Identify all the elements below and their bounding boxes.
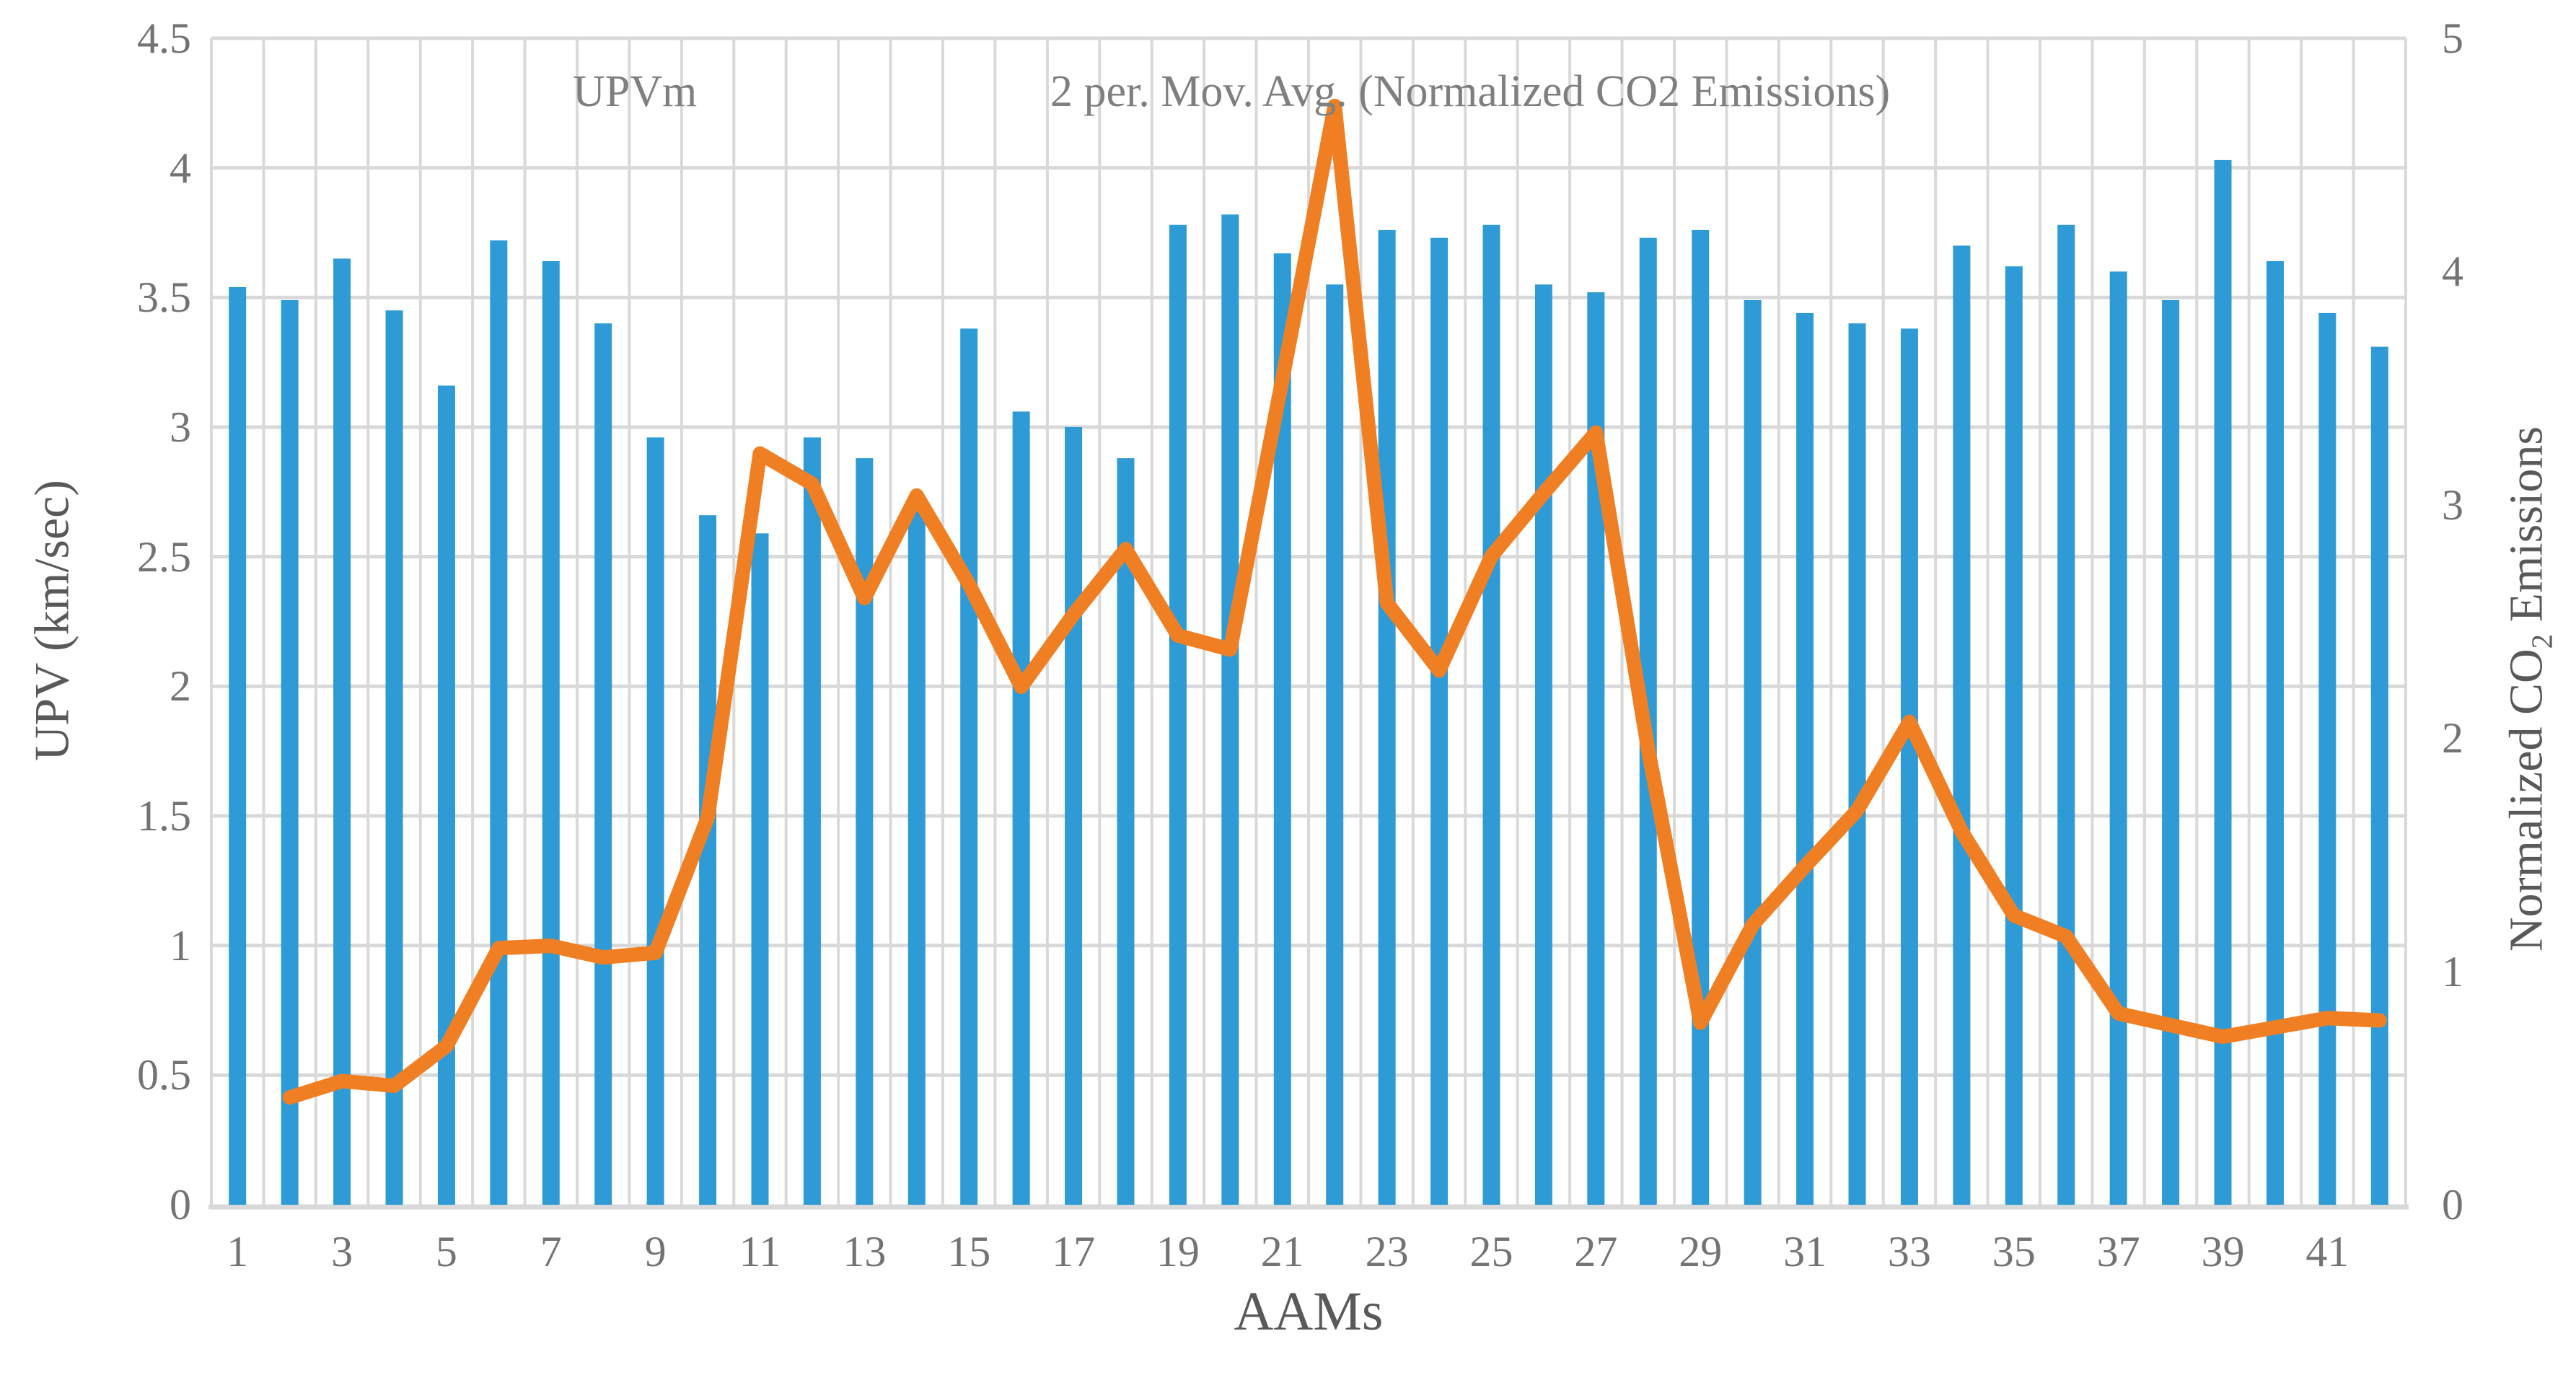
x-axis-tick: 5 — [435, 1228, 457, 1275]
x-axis-tick: 7 — [540, 1228, 562, 1275]
legend-bar-label: UPVm — [573, 67, 698, 116]
legend-item-upvm[interactable]: UPVm — [424, 69, 697, 114]
left-axis-tick: 3 — [170, 403, 191, 451]
x-axis-tick: 27 — [1574, 1228, 1618, 1275]
bar[interactable] — [594, 323, 612, 1205]
left-axis-tick: 3.5 — [137, 273, 191, 322]
bar[interactable] — [490, 240, 508, 1205]
bar[interactable] — [2370, 346, 2388, 1205]
bar[interactable] — [1065, 427, 1083, 1205]
moving-average-line[interactable] — [282, 98, 2387, 1105]
bar[interactable] — [2005, 266, 2023, 1205]
bar[interactable] — [1534, 284, 1552, 1205]
bar[interactable] — [751, 533, 769, 1205]
legend-line-label: 2 per. Mov. Avg. (Normalized CO2 Emissio… — [1050, 67, 1891, 116]
x-axis-tick: 33 — [1887, 1228, 1931, 1275]
bar[interactable] — [907, 502, 926, 1205]
bar[interactable] — [2266, 261, 2284, 1205]
x-axis-tick: 37 — [2096, 1228, 2140, 1275]
x-axis-tick: 9 — [644, 1228, 667, 1275]
bar[interactable] — [1012, 411, 1030, 1205]
x-axis-tick: 21 — [1260, 1228, 1304, 1275]
x-axis-tick: 15 — [947, 1228, 991, 1275]
bar[interactable] — [1744, 299, 1762, 1205]
x-axis-tick: 23 — [1365, 1228, 1409, 1275]
left-axis-tick: 2.5 — [137, 532, 191, 581]
right-axis-tick: 3 — [2442, 480, 2463, 529]
bar[interactable] — [2109, 271, 2127, 1205]
bar-series-swatch — [424, 76, 545, 107]
bar[interactable] — [803, 437, 821, 1205]
right-axis-tick: 1 — [2442, 947, 2463, 996]
bar[interactable] — [2318, 312, 2337, 1205]
bar[interactable] — [437, 385, 455, 1205]
x-axis-tick: 39 — [2201, 1228, 2245, 1275]
x-axis-tick: 1 — [227, 1228, 249, 1275]
bar[interactable] — [1900, 328, 1918, 1205]
bar[interactable] — [1378, 229, 1396, 1205]
bar[interactable] — [1953, 245, 1971, 1205]
x-axis-tick: 41 — [2305, 1228, 2349, 1275]
x-axis-tick: 13 — [843, 1228, 887, 1275]
bar[interactable] — [2162, 299, 2180, 1205]
left-axis-tick: 0.5 — [137, 1051, 191, 1099]
x-axis-tick: 35 — [1992, 1228, 2036, 1275]
bar[interactable] — [2214, 159, 2232, 1205]
bar[interactable] — [699, 515, 717, 1205]
left-axis-tick: 0 — [170, 1181, 191, 1229]
x-axis-tick: 31 — [1783, 1228, 1827, 1275]
right-axis-tick: 0 — [2442, 1181, 2463, 1229]
left-axis-title: UPV (km/sec) — [24, 480, 79, 761]
bar[interactable] — [960, 328, 978, 1205]
bar[interactable] — [542, 261, 560, 1205]
bar[interactable] — [1169, 224, 1187, 1205]
left-axis-tick: 2 — [170, 662, 191, 711]
left-axis-tick: 1.5 — [137, 792, 191, 840]
x-axis-tick: 11 — [739, 1228, 781, 1275]
right-axis-tick: 2 — [2442, 714, 2463, 763]
bar[interactable] — [281, 299, 299, 1205]
legend-item-moving-average[interactable]: 2 per. Mov. Avg. (Normalized CO2 Emissio… — [905, 69, 1890, 114]
bar[interactable] — [333, 258, 351, 1205]
right-axis-tick: 5 — [2442, 14, 2463, 62]
bar[interactable] — [229, 286, 247, 1205]
left-axis-tick: 4.5 — [137, 14, 191, 62]
bar[interactable] — [1221, 214, 1239, 1205]
bar[interactable] — [1430, 237, 1449, 1205]
bar[interactable] — [1848, 323, 1866, 1205]
bar[interactable] — [385, 310, 403, 1205]
x-axis-tick: 3 — [331, 1228, 353, 1275]
x-axis-tick: 19 — [1156, 1228, 1200, 1275]
bar[interactable] — [646, 437, 664, 1205]
bar[interactable] — [1326, 284, 1344, 1205]
bar[interactable] — [1796, 312, 1814, 1205]
x-axis-tick: 29 — [1679, 1228, 1723, 1275]
left-axis-tick: 4 — [170, 144, 191, 192]
bar[interactable] — [1482, 224, 1500, 1205]
x-axis-title: AAMs — [1234, 1281, 1384, 1342]
line-series-swatch — [905, 86, 1034, 97]
right-axis-title: Normalized CO2 Emissions — [2500, 426, 2559, 952]
bar[interactable] — [2057, 224, 2075, 1205]
right-axis-tick: 4 — [2442, 247, 2463, 296]
x-axis-tick: 25 — [1469, 1228, 1513, 1275]
left-axis-tick: 1 — [170, 921, 191, 970]
x-axis-tick: 17 — [1052, 1228, 1096, 1275]
bar[interactable] — [1117, 458, 1135, 1205]
bar[interactable] — [1692, 229, 1710, 1205]
